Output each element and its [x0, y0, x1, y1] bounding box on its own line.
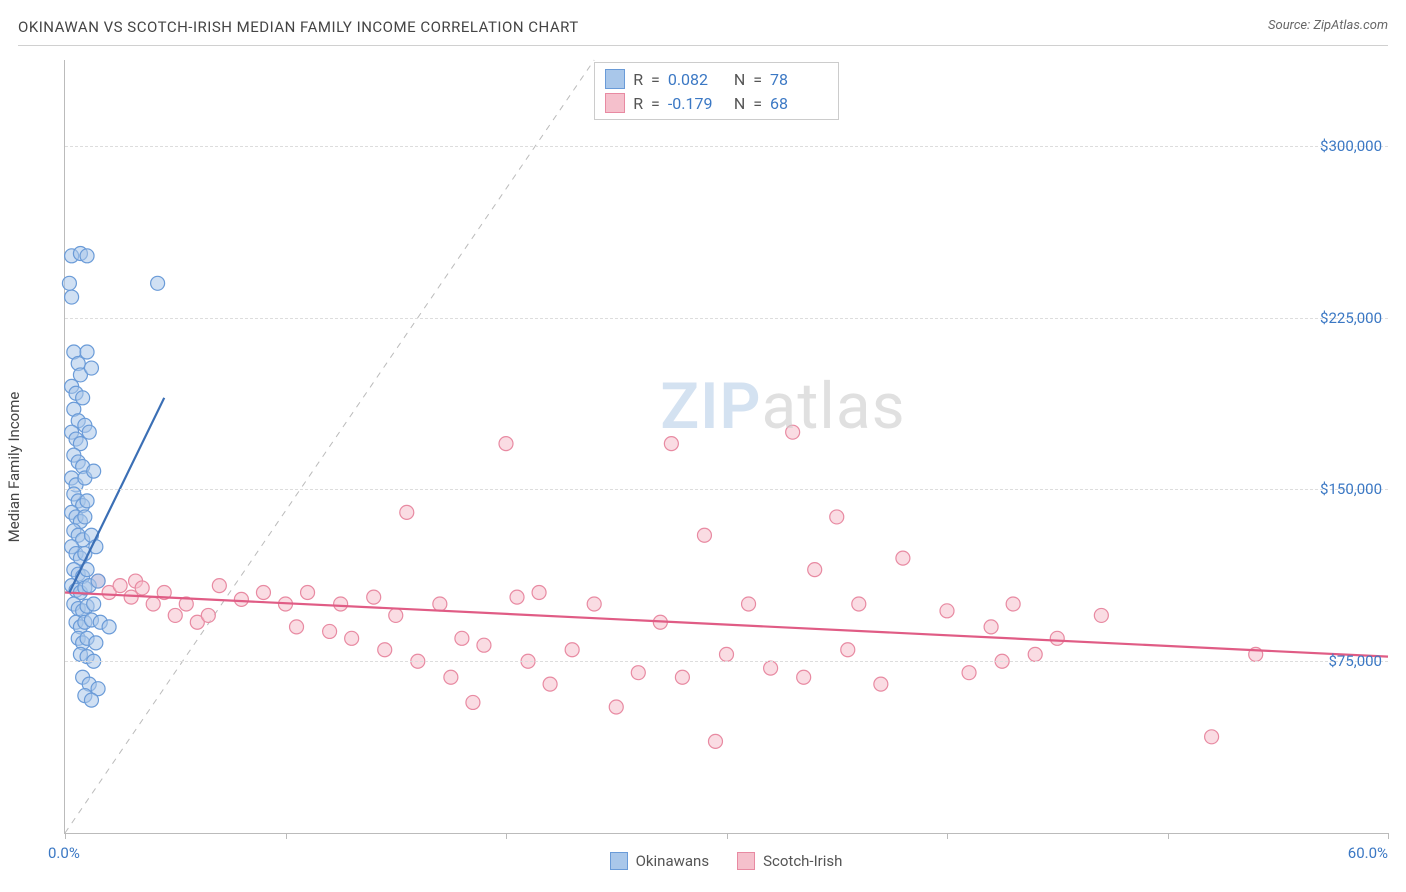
- chart-svg: [65, 60, 1388, 833]
- n-value-scotch-irish: 68: [770, 94, 828, 113]
- legend-label-okinawans: Okinawans: [636, 852, 709, 870]
- legend-item-okinawans: Okinawans: [610, 852, 709, 870]
- bottom-legend: Okinawans Scotch-Irish: [64, 852, 1388, 870]
- r-label: R: [633, 70, 643, 89]
- source-name: ZipAtlas.com: [1313, 18, 1388, 33]
- eq-label-2: =: [753, 70, 762, 89]
- y-tick-label: $225,000: [1320, 309, 1382, 327]
- stats-row-okinawans: R = 0.082 N = 78: [605, 67, 828, 91]
- swatch-okinawans-icon: [610, 852, 628, 870]
- legend-label-scotch-irish: Scotch-Irish: [763, 852, 842, 870]
- r-value-scotch-irish: -0.179: [668, 94, 726, 113]
- chart-title: OKINAWAN VS SCOTCH-IRISH MEDIAN FAMILY I…: [18, 18, 579, 36]
- eq-label-b2: =: [753, 94, 762, 113]
- eq-label: =: [651, 70, 660, 89]
- chart-container: Median Family Income ZIPatlas R = 0.082 …: [18, 60, 1388, 874]
- y-tick-label: $150,000: [1320, 480, 1382, 498]
- plot-area: ZIPatlas R = 0.082 N = 78 R = -0.179 N =…: [64, 60, 1388, 834]
- correlation-stats-box: R = 0.082 N = 78 R = -0.179 N = 68: [594, 62, 839, 120]
- n-value-okinawans: 78: [770, 70, 828, 89]
- eq-label-b: =: [651, 94, 660, 113]
- n-label: N: [734, 70, 745, 89]
- source-credit: Source: ZipAtlas.com: [1268, 18, 1388, 33]
- legend-item-scotch-irish: Scotch-Irish: [737, 852, 842, 870]
- r-label-b: R: [633, 94, 643, 113]
- source-prefix: Source:: [1268, 18, 1313, 33]
- n-label-b: N: [734, 94, 745, 113]
- swatch-okinawans-icon: [605, 69, 625, 89]
- y-axis-label: Median Family Income: [5, 392, 23, 543]
- swatch-scotch-irish-icon: [737, 852, 755, 870]
- r-value-okinawans: 0.082: [668, 70, 726, 89]
- stats-row-scotch-irish: R = -0.179 N = 68: [605, 91, 828, 115]
- y-tick-label: $75,000: [1328, 652, 1382, 670]
- y-tick-label: $300,000: [1320, 137, 1382, 155]
- swatch-scotch-irish-icon: [605, 93, 625, 113]
- header-bar: OKINAWAN VS SCOTCH-IRISH MEDIAN FAMILY I…: [18, 18, 1388, 46]
